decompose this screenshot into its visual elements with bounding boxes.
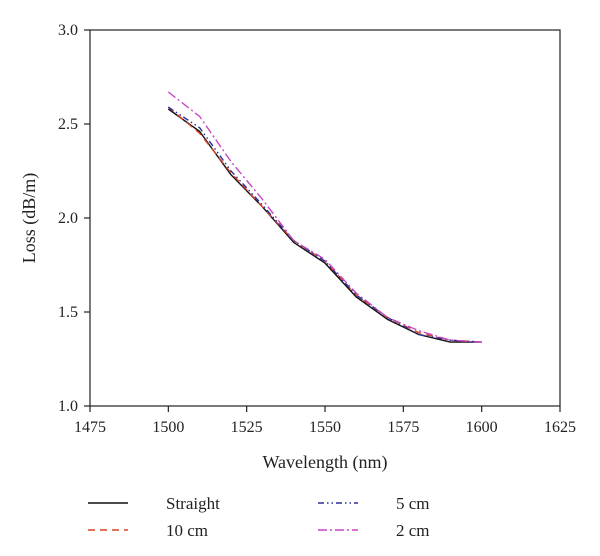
x-tick-label: 1525 <box>231 419 263 436</box>
y-tick-label: 1.0 <box>58 398 78 415</box>
x-tick-label: 1475 <box>74 419 106 436</box>
y-tick-label: 1.5 <box>58 304 78 321</box>
legend-label: 5 cm <box>396 494 430 513</box>
legend: Straight 10 cm 5 cm 2 cm <box>88 494 430 540</box>
legend-label: 10 cm <box>166 521 208 540</box>
y-tick-label: 2.0 <box>58 210 78 227</box>
legend-label: 2 cm <box>396 521 430 540</box>
x-tick-label: 1500 <box>152 419 184 436</box>
x-tick-label: 1550 <box>309 419 341 436</box>
plot-frame <box>89 29 561 407</box>
x-tick-label: 1600 <box>466 419 498 436</box>
series-line-2cm <box>167 91 482 343</box>
series-line-5cm <box>167 106 482 343</box>
y-axis-title: Loss (dB/m) <box>19 173 40 264</box>
series-line-straight <box>167 108 482 343</box>
x-tick-label: 1625 <box>544 419 576 436</box>
series-layer <box>167 91 482 343</box>
y-tick-label: 2.5 <box>58 116 78 133</box>
legend-label: Straight <box>166 494 220 513</box>
x-tick-label: 1575 <box>387 419 419 436</box>
y-tick-label: 3.0 <box>58 22 78 39</box>
series-line-10cm <box>167 106 482 343</box>
ticks: 1475 1500 1525 1550 1575 1600 1625 1.0 1.5 2.0 2.5… <box>58 22 576 436</box>
x-axis-title: Wavelength (nm) <box>262 452 387 473</box>
